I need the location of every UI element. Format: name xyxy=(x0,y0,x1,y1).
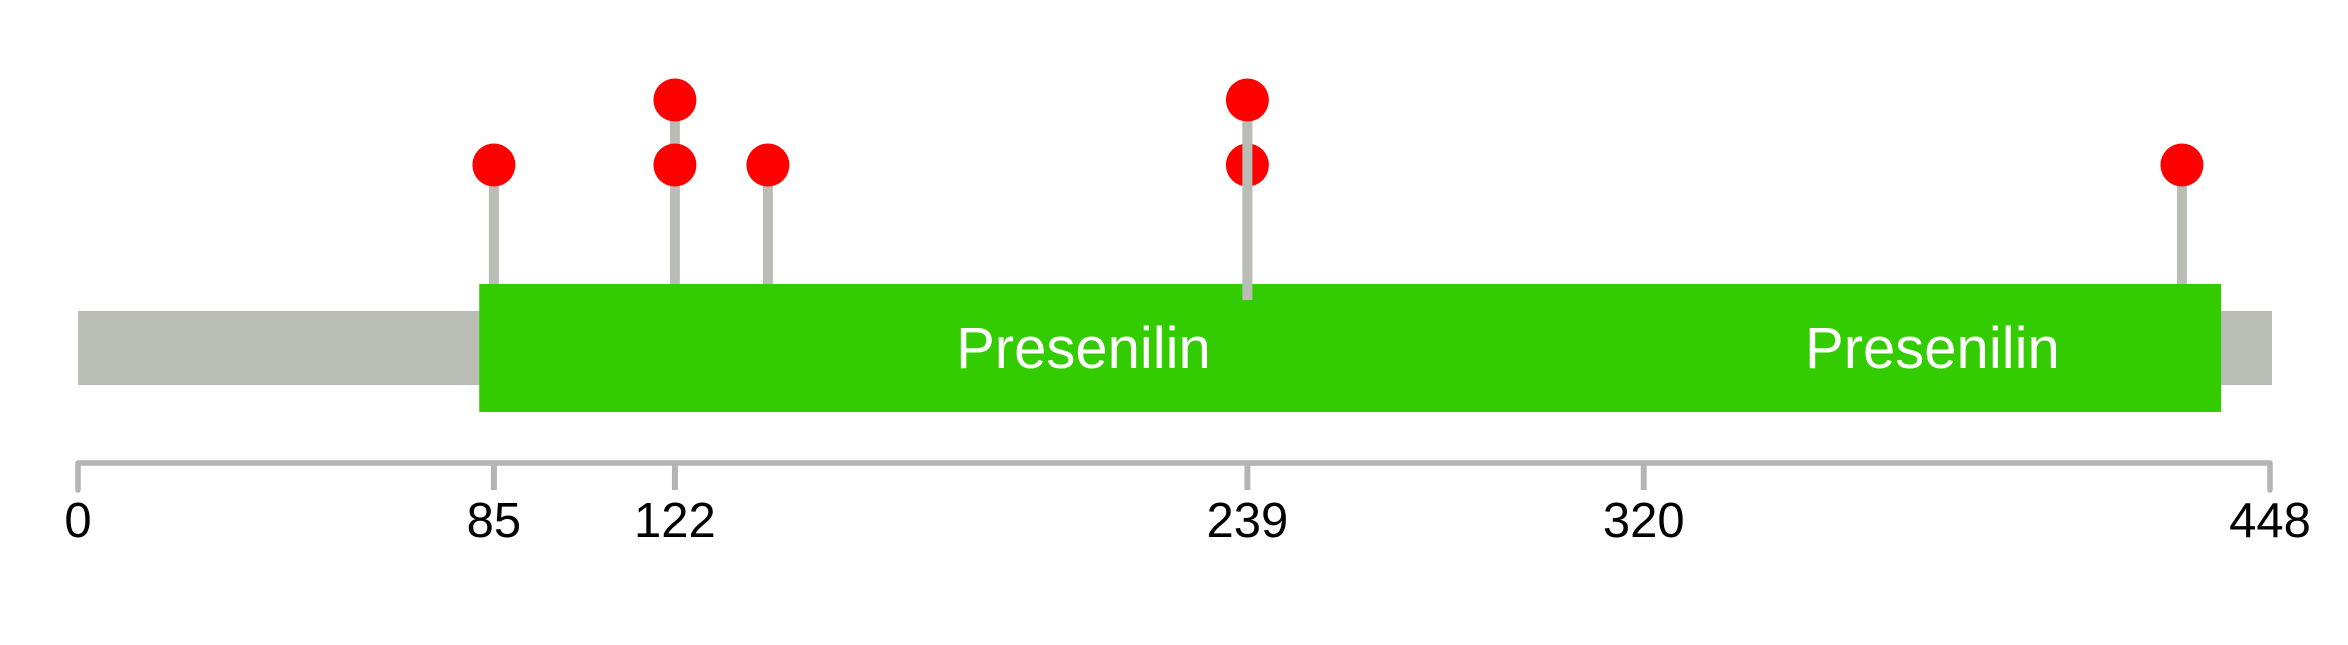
mutation-circle xyxy=(1225,78,1269,122)
axis-tick-label: 448 xyxy=(2229,494,2311,548)
domain-rect xyxy=(479,284,1688,412)
mutation-circle xyxy=(472,143,516,187)
mutation-circle xyxy=(653,143,697,187)
axis-tick-label: 0 xyxy=(64,494,91,548)
mutation-circle xyxy=(746,143,790,187)
axis-tick-label: 122 xyxy=(634,494,716,548)
domain-rect xyxy=(1643,284,2222,412)
axis-tick-label: 320 xyxy=(1603,494,1685,548)
axis-tick-label: 85 xyxy=(467,494,522,548)
mutation-circle xyxy=(2160,143,2204,187)
mutation-circle xyxy=(653,78,697,122)
x-axis-line xyxy=(75,460,2273,493)
domain-label: Presenilin xyxy=(1805,316,2060,381)
axis-tick-label: 239 xyxy=(1207,494,1289,548)
domain-label: Presenilin xyxy=(956,316,1211,381)
